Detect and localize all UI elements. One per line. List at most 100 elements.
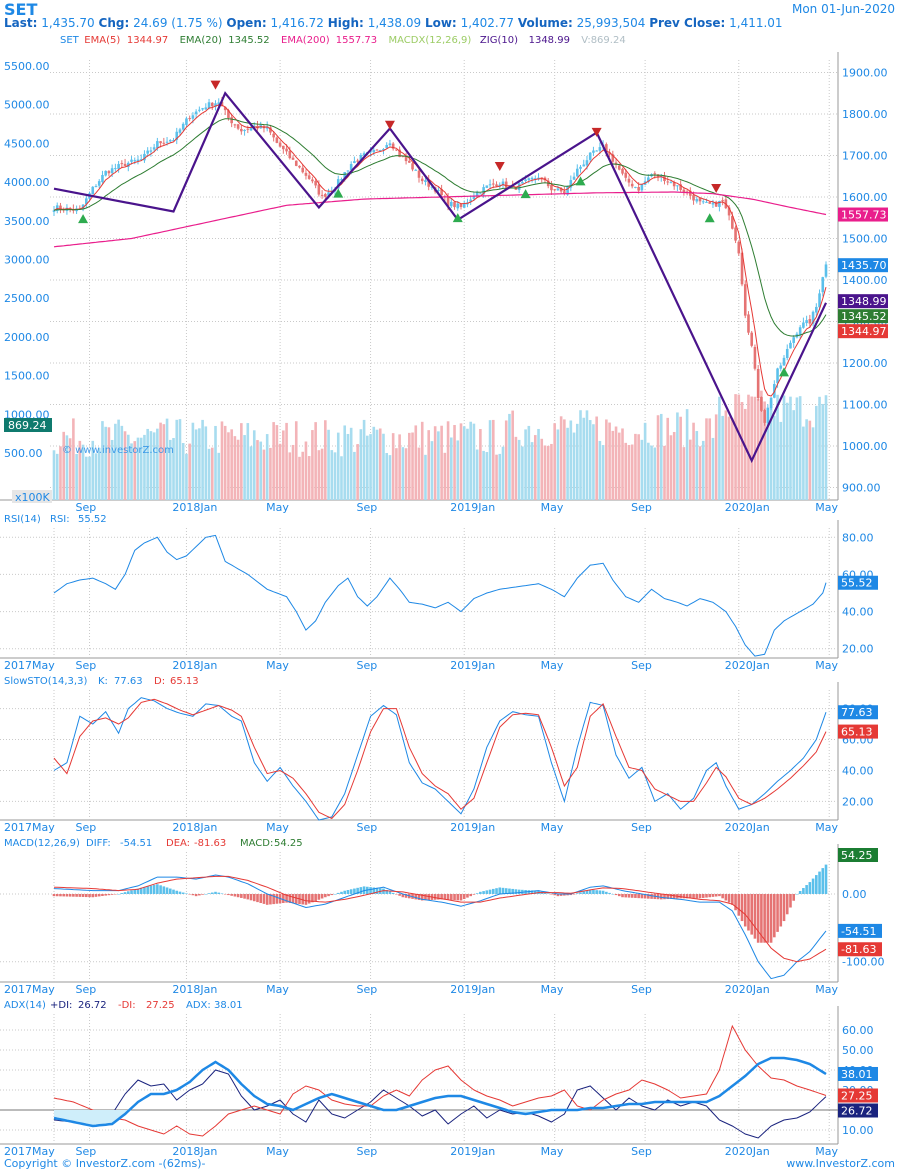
candle-body [243, 129, 246, 132]
volume-bar [466, 428, 469, 500]
candle-body [708, 201, 712, 204]
macd-histogram-bar [114, 893, 117, 895]
macd-histogram-bar [462, 893, 466, 900]
volume-bar [491, 419, 495, 500]
macd-histogram-bar [669, 893, 673, 899]
indicator-legend-name: ADX: [186, 1000, 211, 1011]
macd-histogram-bar [708, 893, 712, 898]
volume-bar [650, 445, 653, 500]
macd-histogram-bar [181, 892, 185, 894]
candle-body [785, 348, 789, 359]
volume-axis-tick-label: 1500.00 [4, 370, 50, 383]
price-legend-name: SET [60, 35, 80, 46]
volume-bar [301, 451, 305, 500]
macd-histogram-bar [498, 887, 502, 894]
volume-bar [378, 428, 382, 500]
volume-bar [333, 452, 337, 500]
volume-bar [149, 431, 153, 500]
volume-bar [785, 402, 789, 500]
macd-histogram-bar [634, 893, 637, 898]
volume-bar [227, 432, 230, 500]
macd-histogram-bar [317, 893, 321, 900]
price-value-badge [838, 324, 888, 339]
candle-body [488, 184, 492, 186]
macd-histogram-bar [68, 893, 72, 897]
volume-bar [559, 416, 563, 500]
candle-body [165, 141, 169, 143]
candle-body [763, 410, 766, 423]
macd-histogram-bar [382, 888, 385, 894]
macd-histogram-bar [508, 888, 511, 894]
price-axis-tick-label: 1200.00 [842, 357, 888, 370]
indicator-legend-name: -DI: [118, 1000, 136, 1011]
macd-histogram-bar [104, 893, 107, 896]
macd-histogram-bar [404, 893, 408, 898]
price-legend-name: ZIG(10) [480, 35, 518, 46]
volume-bar [734, 394, 737, 500]
high-label: High: [327, 16, 364, 30]
macd-dea-badge [838, 942, 882, 957]
candle-body [207, 102, 211, 109]
x-axis-tick-label: 2020Jan [725, 1145, 770, 1158]
candle-body [324, 194, 327, 197]
indicator-legend-name: ADX(14) [4, 1000, 46, 1011]
sell-signal-triangle [494, 162, 505, 172]
macd-histogram-bar [769, 893, 773, 943]
price-value-badge [838, 258, 888, 273]
volume-bar [68, 438, 72, 500]
candle-body [805, 320, 808, 324]
macd-diff-value: -54.51 [841, 925, 876, 938]
macd-histogram-bar [579, 892, 582, 894]
macd-legend-value: 54.25 [274, 838, 303, 849]
indicator-line-k [53, 697, 827, 821]
candle-body [714, 201, 718, 207]
candle-body [811, 311, 815, 324]
candle-body [185, 118, 188, 125]
candle-body [126, 162, 130, 167]
candle-body [388, 143, 392, 146]
volume-value-label: 869.24 [8, 419, 47, 432]
volume-bar [634, 433, 637, 500]
indicator-value-badge [838, 575, 878, 590]
candle-body [776, 368, 779, 384]
macd-histogram-bar [640, 893, 644, 899]
macd-histogram-bar [630, 893, 634, 898]
volume-bar [566, 427, 569, 500]
x-axis-tick-label: May [541, 821, 564, 834]
candle-body [559, 188, 563, 192]
volume-bar [624, 442, 628, 500]
volume-bar [88, 456, 91, 500]
volume-bar [123, 431, 127, 500]
macd-histogram-bar [185, 893, 188, 894]
indicator-axis-tick-label: 40.00 [842, 764, 874, 777]
candle-body [495, 184, 498, 187]
price-legend-name: EMA(5) [84, 35, 120, 46]
volume-bar [689, 439, 692, 500]
volume-bar [679, 416, 682, 500]
footer-site-link[interactable]: www.InvestorZ.com [786, 1157, 895, 1170]
macd-histogram-bar [779, 893, 783, 927]
volume-bar [366, 435, 369, 500]
macd-histogram-bar [624, 893, 628, 898]
macd-histogram-bar [682, 893, 686, 899]
candle-body [740, 252, 744, 285]
macd-histogram-bar [275, 893, 279, 904]
candle-body [298, 165, 301, 168]
volume-bar [666, 417, 670, 500]
volume-bar [165, 418, 169, 500]
volume-bar [727, 416, 731, 500]
macd-diff-line [53, 874, 827, 980]
candle-body [236, 124, 240, 129]
volume-bar [411, 432, 414, 500]
indicator-legend-name: SlowSTO(14,3,3) [4, 676, 87, 687]
candle-body [608, 152, 611, 155]
macd-histogram-bar [734, 893, 737, 911]
volume-bar [450, 437, 453, 500]
candle-body [504, 181, 508, 188]
volume-bar [52, 450, 56, 500]
macd-histogram-bar [65, 893, 69, 897]
volume-bar [220, 421, 224, 500]
x-axis-tick-label: Sep [76, 1145, 97, 1158]
volume-bar [130, 443, 133, 500]
indicator-line-di [53, 1069, 827, 1139]
